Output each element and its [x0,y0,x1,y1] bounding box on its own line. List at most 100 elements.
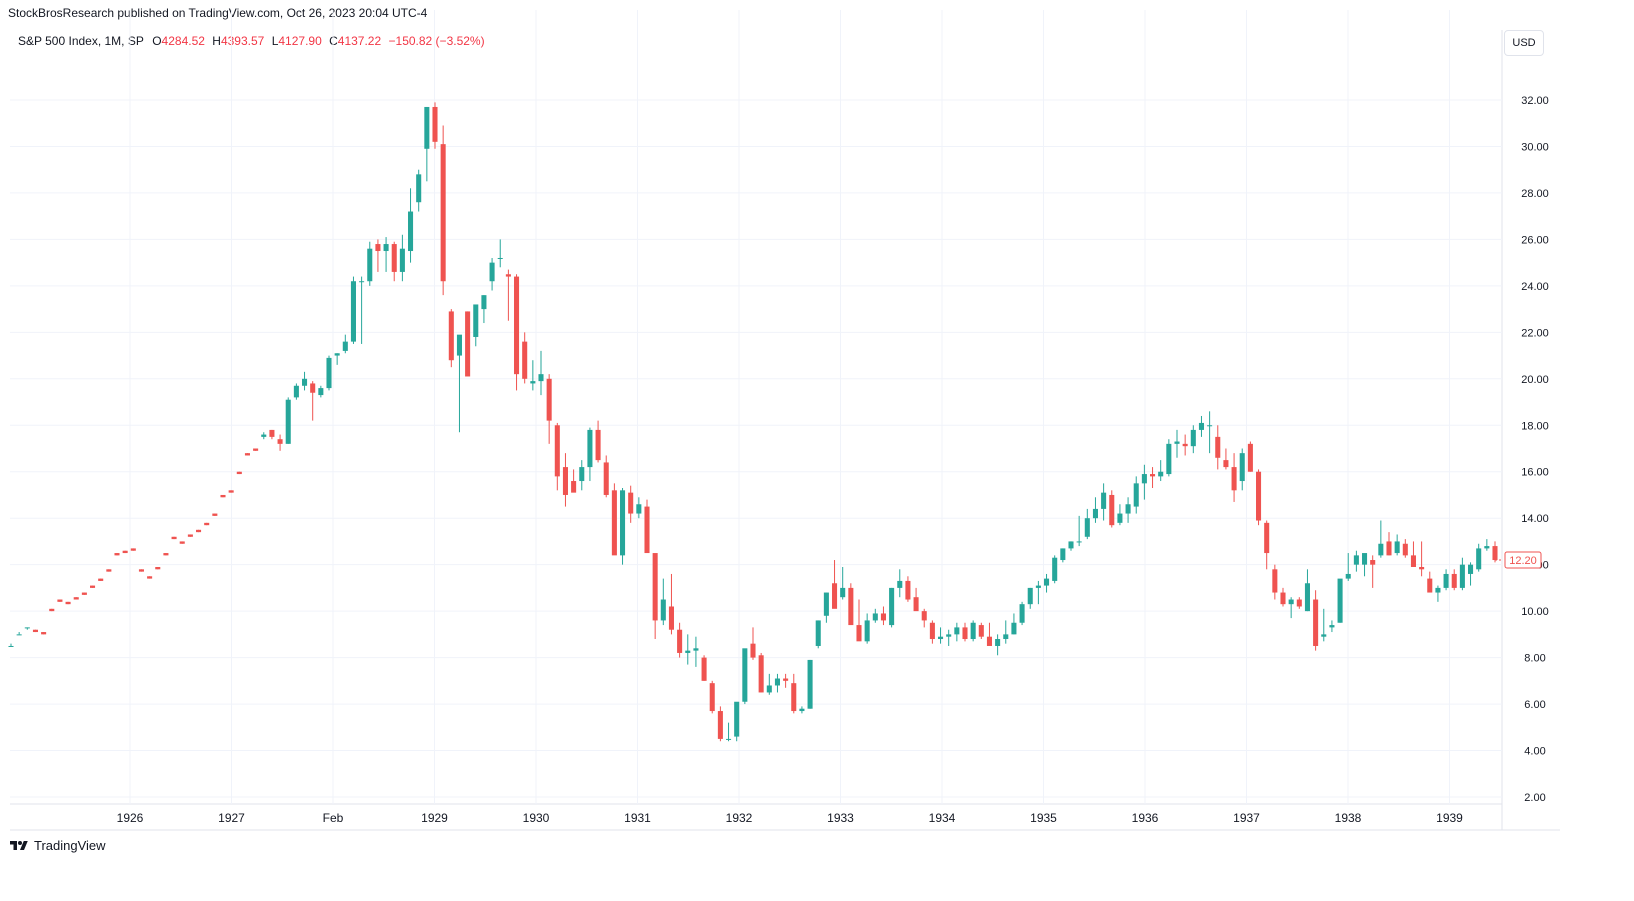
y-tick-label: 6.00 [1524,699,1545,711]
candle [1207,411,1213,454]
candle-body [367,248,373,282]
candle [187,534,193,537]
candle [489,257,495,291]
candle [1451,569,1457,591]
candle-body [1419,566,1425,570]
candle-body [1182,443,1188,447]
candle-body [130,548,136,551]
candle [481,295,487,324]
candle-body [701,657,707,681]
chart-grid [10,10,1560,831]
candle [611,483,617,556]
x-tick-label: Feb [323,811,344,825]
candle [774,673,780,693]
tradingview-logo-icon [10,840,28,850]
candle-body [1158,471,1164,477]
candle [1003,620,1009,644]
candle [1060,548,1066,563]
candle [302,371,308,391]
candle [318,385,324,398]
candle [701,655,707,681]
candle [1117,504,1123,526]
candle-body [929,622,935,640]
candle [750,627,756,660]
candle [293,383,299,400]
candle-body [742,648,748,702]
candle-body [57,599,63,602]
candle [970,620,976,642]
candle [677,622,683,658]
y-tick-label: 32.00 [1521,95,1549,107]
candle-body [383,244,389,252]
candle-body [90,585,96,588]
candle-body [49,608,55,612]
candle [16,632,22,636]
candle [408,188,414,263]
candle-body [815,620,821,646]
candle [204,522,210,526]
candle [620,487,626,565]
candle [595,420,601,463]
candle-body [1052,557,1058,581]
candle-body [1035,585,1041,588]
candle-body [1394,541,1400,554]
candles-layer [8,102,1498,742]
candle [986,622,992,646]
candle-body [1337,578,1343,623]
candle [269,429,275,440]
candle-body [620,490,626,556]
candle-body [897,580,903,588]
candle [758,652,764,693]
candle [41,632,47,635]
candle [1198,415,1204,437]
candle-body [1133,483,1139,507]
candle-body [81,592,87,595]
candle [367,241,373,286]
candle-body [391,244,397,272]
candle-body [1264,522,1270,554]
candle-body [1084,518,1090,537]
x-tick-label: 1927 [218,811,245,825]
currency-button[interactable]: USD [1504,30,1544,56]
y-tick-label: 4.00 [1524,746,1545,758]
candle [1280,587,1286,607]
candle-body [1362,553,1368,565]
candle [244,453,250,456]
candle-body [212,513,218,516]
time-axis: 1926 1927 Feb 1929 1930 1931 1932 1933 1934 1935 1… [117,811,1464,825]
candle [1109,490,1115,528]
candle-body [1256,471,1262,521]
candle-body [1329,625,1335,628]
candle [155,566,161,570]
candle-body [611,490,617,556]
candle-body [310,383,316,393]
candle [138,569,144,572]
candle [636,497,642,519]
candle-body [1370,560,1376,565]
candle [815,620,821,649]
candle [823,592,829,623]
candle-body [408,211,414,252]
candle [1076,515,1082,547]
candle [1362,553,1368,577]
candle-body [1484,546,1490,549]
candle [571,469,577,493]
candle-body [978,625,984,637]
candle-body [1459,564,1465,588]
candle-body [98,578,104,581]
candle [98,578,104,581]
candle-body [277,439,283,444]
candle [1468,562,1474,586]
candle [1092,497,1098,523]
candle-body [1198,422,1204,430]
candle-body [16,634,22,636]
candle [277,434,283,451]
candle-body [106,569,112,572]
x-tick-label: 1932 [726,811,753,825]
candle [456,334,462,433]
y-tick-label: 18.00 [1521,420,1549,432]
candle-body [1272,569,1278,593]
candle [375,239,381,272]
candle [1386,532,1392,556]
